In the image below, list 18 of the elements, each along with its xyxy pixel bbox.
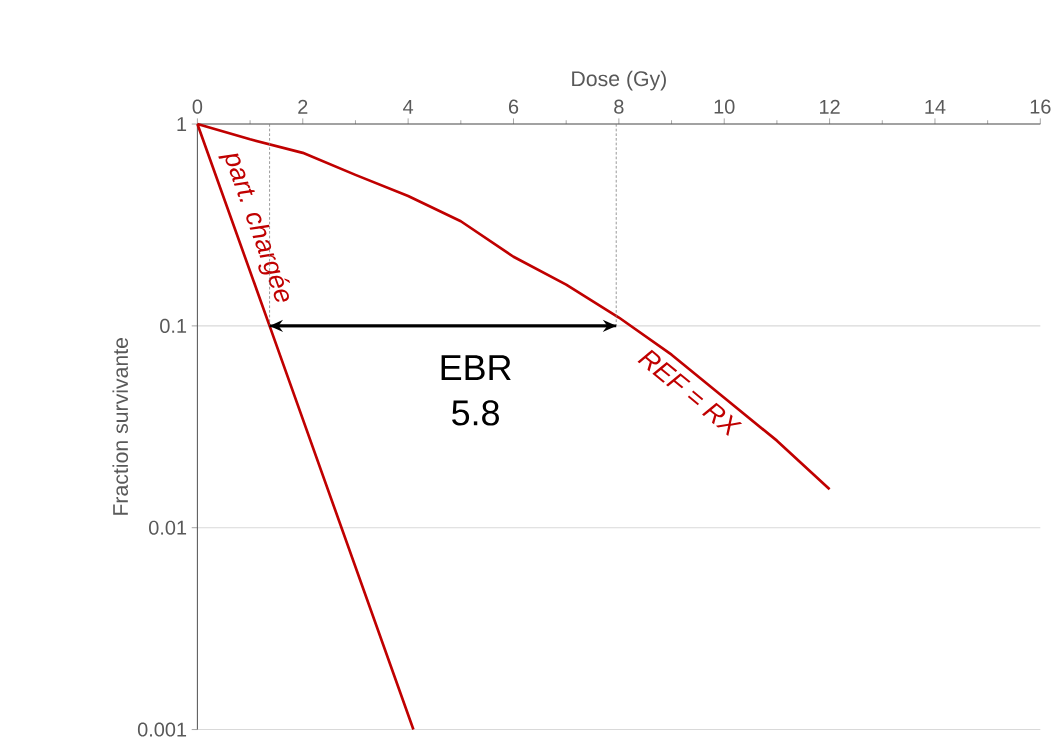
y-tick-label: 0.1	[160, 318, 187, 333]
annotation: EBR 5.8	[441, 355, 511, 426]
y-tick-label: 0.01	[149, 520, 187, 535]
x-tick-label: 8	[614, 99, 624, 114]
x-tick-label: 4	[403, 99, 414, 114]
x-tick-label: 0	[192, 99, 203, 114]
y-tick-label: 1	[177, 117, 187, 131]
y-axis-title: Fraction survivante	[112, 337, 129, 515]
x-tick-label: 10	[714, 99, 735, 114]
x-tick-label: 2	[298, 99, 308, 114]
x-tick-label: 12	[820, 99, 840, 114]
x-tick-label: 6	[508, 99, 519, 114]
x-tick-label: 16	[1030, 99, 1051, 114]
x-tick-label: 14	[925, 99, 946, 114]
x-axis-title: Dose (Gy)	[572, 70, 666, 91]
y-tick-label: 0.001	[137, 722, 187, 737]
text: REF = RX	[637, 349, 743, 436]
text: part. chargée	[218, 153, 291, 302]
